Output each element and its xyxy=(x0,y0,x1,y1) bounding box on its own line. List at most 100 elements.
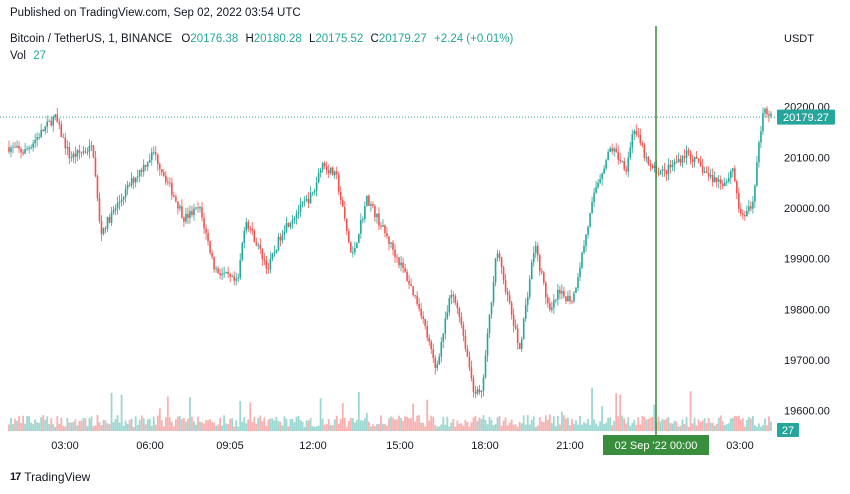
candle-body xyxy=(635,131,638,135)
volume-bar xyxy=(619,394,622,431)
volume-bar xyxy=(428,420,431,431)
volume-bar xyxy=(737,415,740,431)
candle-body xyxy=(10,147,12,152)
candle-body xyxy=(227,271,229,275)
candle-body xyxy=(146,162,149,167)
candle-body xyxy=(380,225,382,227)
volume-bar xyxy=(62,425,65,431)
candle-body xyxy=(480,390,483,393)
candle-body xyxy=(219,273,221,276)
candle-body xyxy=(540,271,543,273)
volume-bar xyxy=(369,426,372,431)
volume-bar xyxy=(460,423,463,431)
volume-bar xyxy=(363,418,366,431)
volume-bar xyxy=(378,423,380,431)
volume-bar xyxy=(138,419,141,431)
volume-bar xyxy=(191,416,193,431)
volume-bar xyxy=(253,416,256,431)
candle-body xyxy=(203,217,205,229)
crosshair-time-label: 02 Sep '22 00:00 xyxy=(615,440,698,452)
candle-body xyxy=(422,316,424,319)
candle-body xyxy=(746,210,748,217)
candle-body xyxy=(466,348,469,357)
volume-bar xyxy=(76,425,79,431)
candle-body xyxy=(631,134,634,148)
candle-body xyxy=(506,291,509,296)
volume-bar xyxy=(731,417,734,431)
volume-bar xyxy=(448,426,451,431)
candle-body xyxy=(108,217,111,223)
volume-bar xyxy=(470,422,473,431)
tradingview-logo-icon: 17 xyxy=(10,471,21,483)
x-tick-label: 06:00 xyxy=(136,440,164,452)
volume-bar xyxy=(669,422,672,431)
volume-bar xyxy=(760,426,762,431)
candle-body xyxy=(514,325,517,329)
volume-bar xyxy=(438,426,441,431)
volume-bar xyxy=(516,426,519,431)
candle-body xyxy=(124,188,127,198)
candle-body xyxy=(460,316,463,325)
candle-body xyxy=(132,178,135,183)
volume-bar xyxy=(388,418,390,431)
volume-bar xyxy=(398,415,400,431)
volume-bar xyxy=(66,417,69,431)
volume-bar xyxy=(247,419,250,431)
volume-bar xyxy=(673,420,676,431)
volume-bar xyxy=(118,422,121,431)
volume-bar xyxy=(333,419,336,431)
candle-body xyxy=(197,207,199,209)
volume-bar xyxy=(201,422,203,431)
volume-bar xyxy=(357,392,360,431)
chart-area[interactable]: Bitcoin / TetherUS, 1, BINANCE O20176.38… xyxy=(0,26,850,459)
volume-bar xyxy=(54,426,57,431)
volume-bar xyxy=(697,419,700,431)
candle-body xyxy=(44,126,46,132)
candle-body xyxy=(681,156,684,163)
volume-bar xyxy=(571,418,573,431)
volume-bar xyxy=(685,416,688,431)
volume-bar xyxy=(599,421,602,431)
candle-body xyxy=(721,183,724,187)
candle-body xyxy=(309,192,312,204)
volume-bar xyxy=(394,419,396,431)
footer-brand: TradingView xyxy=(24,470,91,484)
candle-body xyxy=(424,318,426,327)
price-axis[interactable]: USDT 20200.0020100.0020000.0019900.00198… xyxy=(784,33,830,418)
volume-bar xyxy=(140,415,143,431)
candle-body xyxy=(607,151,609,161)
candle-body xyxy=(315,182,318,191)
candle-body xyxy=(715,177,718,182)
volume-bar xyxy=(723,424,726,431)
volume-bar xyxy=(120,394,123,431)
volume-bar xyxy=(741,418,744,431)
volume-bar xyxy=(68,422,71,431)
candle-body xyxy=(673,161,676,165)
candle-body xyxy=(331,167,334,176)
volume-bar xyxy=(249,402,252,431)
candle-body xyxy=(249,228,252,230)
candle-body xyxy=(70,157,73,159)
candle-body xyxy=(575,287,577,293)
time-axis[interactable]: 03:00 06:00 09:05 12:00 15:00 18:00 21:00 03:00 xyxy=(51,440,754,452)
volume-bar xyxy=(170,421,173,431)
y-tick-label: 20000.00 xyxy=(784,203,830,215)
volume-bar xyxy=(663,419,666,431)
candle-body xyxy=(619,159,622,162)
volume-bar xyxy=(36,422,39,431)
candle-body xyxy=(627,157,630,172)
volume-bar xyxy=(339,418,342,431)
volume-bar xyxy=(365,412,368,431)
volume-bar xyxy=(442,416,445,431)
volume-bar xyxy=(434,425,437,431)
candlestick-chart[interactable]: Bitcoin / TetherUS, 1, BINANCE O20176.38… xyxy=(0,26,850,459)
candle-body xyxy=(235,278,237,281)
candle-body xyxy=(295,213,298,219)
candle-body xyxy=(742,213,744,215)
candle-body xyxy=(12,146,14,148)
y-tick-label: 19800.00 xyxy=(784,304,830,316)
volume-bar xyxy=(520,423,523,431)
volume-bar xyxy=(719,415,722,431)
volume-bar xyxy=(526,415,529,431)
volume-bar xyxy=(104,420,107,431)
